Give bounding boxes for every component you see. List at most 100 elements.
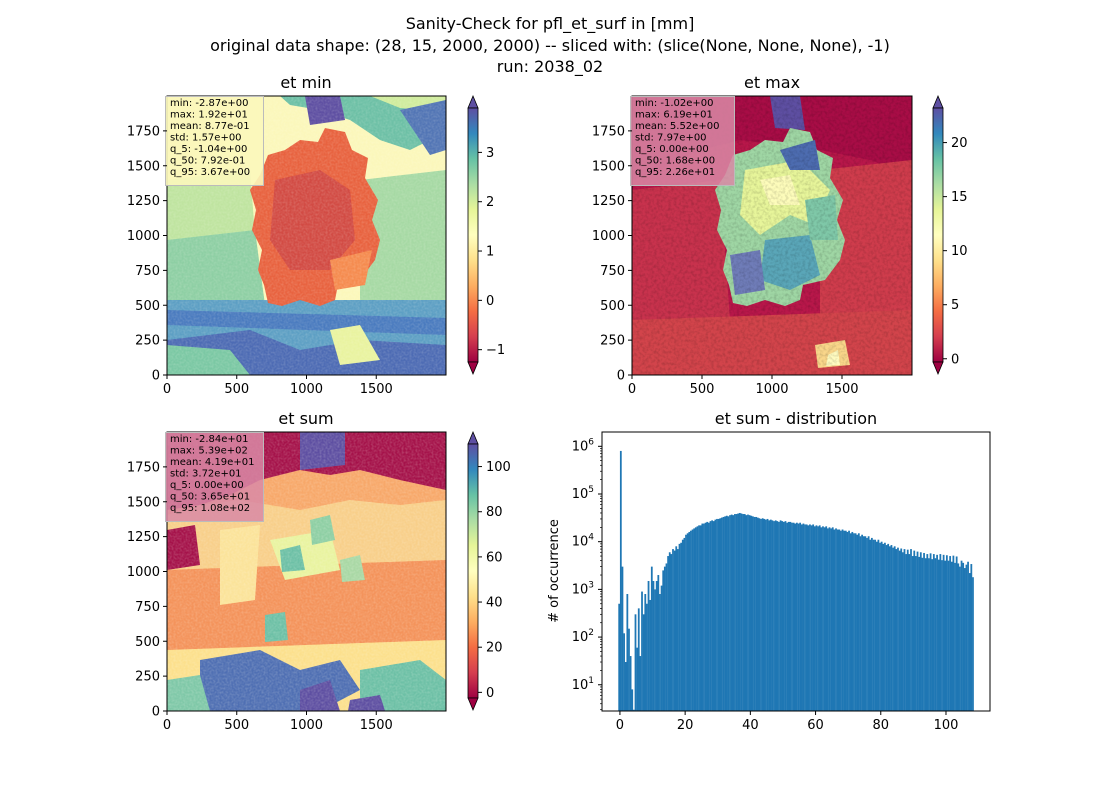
histogram-bar: [890, 545, 893, 711]
histogram-bar: [667, 556, 669, 711]
histogram-bar: [872, 539, 875, 711]
histogram-bar: [758, 518, 761, 711]
histogram-bar: [799, 522, 802, 711]
histogram-bar: [797, 523, 800, 711]
histogram-bar: [963, 568, 966, 711]
stats-line: max: 5.39e+02: [170, 446, 248, 457]
histogram-bar: [919, 552, 922, 711]
histogram-bar: [756, 517, 759, 711]
histogram-bar: [709, 521, 712, 711]
histogram-bar: [663, 566, 666, 711]
x-tick-label: 500: [224, 718, 249, 733]
histogram-bar: [668, 552, 671, 711]
stats-line: mean: 8.77e-01: [170, 121, 250, 132]
x-tick-label: 0: [163, 718, 171, 733]
histogram-bar: [712, 521, 715, 711]
y-tick-label: 103: [572, 580, 594, 597]
histogram-bar: [771, 520, 774, 711]
histogram-bar: [647, 580, 650, 711]
stats-line: std: 1.57e+00: [170, 133, 242, 144]
histogram-bar: [791, 522, 793, 711]
stats-line: min: -1.02e+00: [635, 98, 714, 109]
histogram-bar: [751, 516, 754, 711]
y-tick-label: 101: [572, 676, 594, 693]
histogram-bar: [877, 539, 880, 711]
x-tick-label: 1000: [290, 718, 323, 733]
histogram-bar: [923, 552, 925, 711]
histogram-bar: [716, 518, 718, 711]
suptitle-line-1: Sanity-Check for pfl_et_surf in [mm]: [406, 14, 695, 34]
histogram-bar: [885, 545, 888, 711]
stats-line: std: 3.72e+01: [170, 469, 242, 480]
colorbar-tick-label: 0: [951, 352, 959, 367]
histogram-bar: [835, 528, 837, 711]
histogram-bar: [869, 539, 872, 711]
histogram-bar: [704, 522, 707, 711]
y-tick-label: 1250: [127, 530, 160, 545]
histogram-bar: [725, 515, 728, 711]
histogram-bar: [768, 520, 771, 711]
histogram-bar: [947, 560, 950, 711]
histogram-bar: [944, 560, 947, 711]
colorbar-tick-label: −1: [486, 343, 505, 358]
histogram-bar: [678, 543, 681, 711]
histogram-bar: [954, 562, 956, 711]
histogram-bar: [698, 525, 700, 711]
histogram-bar: [949, 556, 952, 711]
histogram-bar: [911, 556, 914, 711]
histogram-bar: [967, 561, 969, 711]
histogram-bar: [763, 518, 766, 711]
panel-title: et max: [744, 73, 800, 92]
histogram-bar: [945, 555, 948, 711]
histogram-bar: [915, 556, 917, 711]
histogram-bar: [929, 553, 932, 711]
histogram-bar: [624, 662, 627, 711]
stats-line: max: 6.19e+01: [635, 110, 713, 121]
histogram-bar: [650, 566, 653, 711]
histogram-bar: [826, 528, 829, 711]
stats-line: min: -2.87e+00: [170, 98, 249, 109]
histogram-bar: [812, 524, 815, 711]
panel-et-sum-distribution: et sum - distribution 0 20 40 60 80 100 101 10…: [547, 409, 991, 733]
histogram-bar: [895, 549, 898, 711]
x-tick-label: 60: [807, 718, 824, 733]
x-tick-label: 0: [163, 382, 171, 397]
histogram-bar: [841, 529, 844, 711]
histogram-bar: [641, 591, 643, 711]
y-tick-label: 0: [152, 705, 160, 720]
y-tick-label: 104: [572, 533, 595, 550]
histogram-bar: [870, 537, 873, 711]
histogram-bar: [903, 549, 906, 711]
histogram-bar: [955, 556, 958, 711]
histogram-bar: [714, 519, 717, 711]
histogram-bar: [928, 558, 930, 711]
x-tick-label: 100: [934, 718, 959, 733]
colorbar-tick-label: 20: [951, 136, 968, 151]
y-tick-label: 500: [600, 299, 625, 314]
y-tick-label: 1250: [127, 194, 160, 209]
histogram-bar: [906, 549, 909, 711]
histogram-bar: [642, 614, 645, 711]
histogram-bar: [694, 527, 697, 711]
histogram-bar: [820, 527, 823, 711]
stats-line: q_95: 1.08e+02: [170, 503, 250, 514]
histogram-bar: [660, 585, 663, 711]
histogram-bar: [810, 525, 813, 711]
colorbar-tick-label: 15: [951, 190, 968, 205]
histogram-bar: [807, 525, 810, 711]
histogram-bar: [639, 656, 642, 711]
histogram-bar: [730, 514, 733, 711]
histogram-bar: [959, 566, 961, 711]
y-tick-label: 1750: [592, 124, 625, 139]
histogram-bar: [908, 554, 911, 711]
histogram-bar: [753, 516, 756, 711]
histogram-bar: [937, 559, 940, 711]
histogram-bar: [866, 537, 868, 711]
histogram-bar: [874, 539, 877, 711]
histogram-bar: [662, 570, 665, 711]
stats-line: q_50: 1.68e+00: [635, 156, 715, 167]
